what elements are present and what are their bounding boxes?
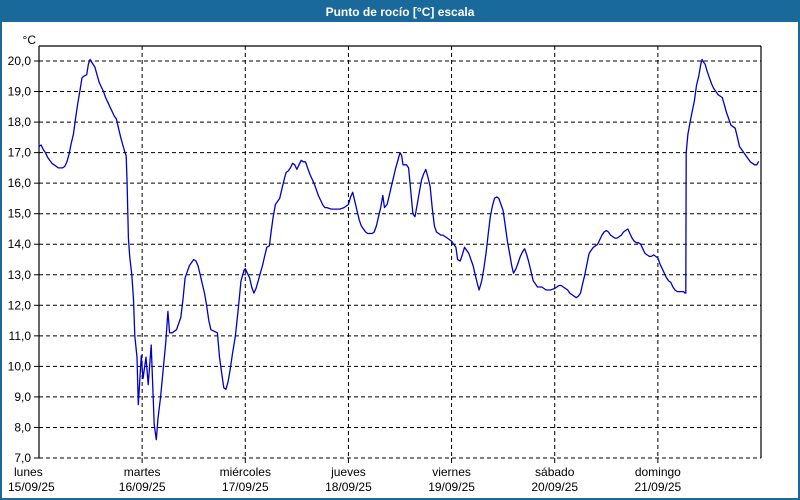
y-tick-label: 19,0 <box>8 85 32 99</box>
y-tick-label: 12,0 <box>8 298 32 312</box>
x-day-label: domingo <box>635 465 681 479</box>
x-date-label: 17/09/25 <box>222 480 269 494</box>
y-tick-label: 11,0 <box>9 329 32 343</box>
y-tick-label: 14,0 <box>8 237 32 251</box>
x-date-label: 18/09/25 <box>325 480 372 494</box>
x-day-label: jueves <box>330 465 366 479</box>
y-tick-label: 16,0 <box>8 176 32 190</box>
y-tick-label: 20,0 <box>8 54 32 68</box>
dewpoint-line <box>38 58 760 441</box>
x-date-label: 20/09/25 <box>531 480 578 494</box>
y-axis-unit-label: °C <box>23 33 37 47</box>
y-tick-label: 10,0 <box>8 359 32 373</box>
y-tick-label: 13,0 <box>8 268 32 282</box>
x-day-label: lunes <box>14 465 43 479</box>
y-tick-label: 9,0 <box>14 390 31 404</box>
y-tick-label: 8,0 <box>14 420 31 434</box>
x-date-label: 15/09/25 <box>8 480 55 494</box>
x-day-label: viernes <box>432 465 471 479</box>
window-title-bar[interactable]: Punto de rocío [°C] escala <box>2 2 798 22</box>
x-date-label: 16/09/25 <box>119 480 166 494</box>
x-day-label: miércoles <box>220 465 271 479</box>
y-tick-label: 17,0 <box>8 146 32 160</box>
x-date-label: 21/09/25 <box>634 480 681 494</box>
y-tick-label: 7,0 <box>14 451 31 465</box>
window-title: Punto de rocío [°C] escala <box>325 5 475 19</box>
y-tick-label: 18,0 <box>8 115 32 129</box>
x-day-label: sábado <box>535 465 575 479</box>
x-date-label: 19/09/25 <box>428 480 475 494</box>
y-tick-label: 15,0 <box>8 207 32 221</box>
x-day-label: martes <box>124 465 161 479</box>
